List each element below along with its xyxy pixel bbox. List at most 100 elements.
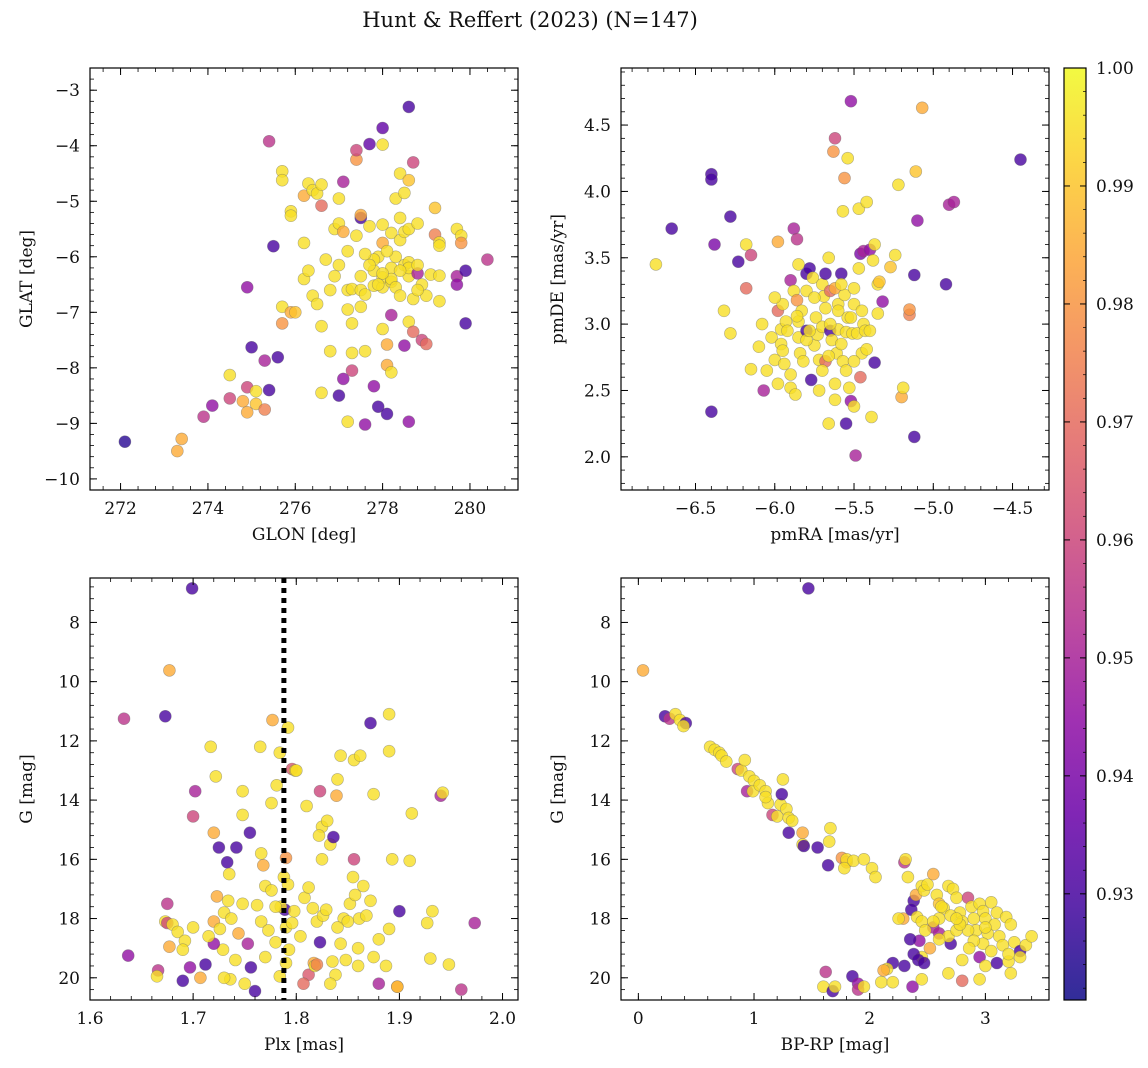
data-point <box>834 337 848 351</box>
data-point <box>262 383 276 397</box>
data-point <box>777 357 791 371</box>
data-point <box>947 195 961 209</box>
data-point <box>873 275 886 289</box>
data-point <box>270 778 284 792</box>
data-point <box>236 784 249 798</box>
y-tick-label: −10 <box>44 470 80 490</box>
data-point <box>442 958 456 971</box>
data-point <box>345 317 359 330</box>
data-point <box>955 974 969 988</box>
data-point <box>339 953 353 967</box>
data-point <box>258 403 272 416</box>
data-point <box>244 961 258 974</box>
data-point <box>789 388 802 401</box>
data-point <box>402 173 416 187</box>
y-tick-label: 12 <box>58 732 80 752</box>
x-tick-label: −5.5 <box>833 499 874 519</box>
data-point <box>828 393 842 407</box>
data-point <box>901 870 915 884</box>
data-point <box>865 410 878 424</box>
data-point <box>935 900 948 914</box>
axes-frame <box>620 577 1050 1001</box>
data-point <box>819 301 832 315</box>
data-point <box>815 364 829 377</box>
panel-glon-glat: 272 274 276 278 280 −10 −9 −8 −7 −6 −5 −4 −3 GLON [de… <box>17 67 519 545</box>
data-point <box>847 354 861 368</box>
data-point <box>950 912 963 925</box>
data-point <box>221 894 235 908</box>
data-point <box>310 297 324 311</box>
data-point <box>323 977 337 991</box>
data-point <box>319 253 333 266</box>
data-point <box>284 209 298 222</box>
panel-plx-g: 1.6 1.7 1.8 1.9 2.0 8 10 12 14 16 18 20 Plx [mas] G [… <box>17 577 519 1055</box>
data-point <box>834 267 848 281</box>
data-point <box>118 435 132 449</box>
data-point <box>390 980 404 994</box>
data-point <box>336 225 350 239</box>
colorbar-tick-label: 0.95 <box>1096 649 1134 669</box>
data-point <box>665 222 679 235</box>
data-point <box>306 901 320 915</box>
data-point <box>310 958 324 971</box>
data-point <box>823 317 837 331</box>
data-point <box>790 293 804 307</box>
data-point <box>315 852 329 866</box>
data-point <box>379 959 393 973</box>
data-point <box>232 927 245 940</box>
data-point <box>351 941 365 955</box>
data-point <box>828 980 842 994</box>
data-point <box>334 749 347 763</box>
data-point <box>161 897 174 911</box>
data-point <box>348 888 362 902</box>
data-point <box>197 410 210 424</box>
data-point <box>787 222 801 235</box>
data-point <box>932 932 946 946</box>
data-point <box>855 304 869 318</box>
data-point <box>1013 950 1027 964</box>
data-point <box>363 258 376 272</box>
data-point <box>841 151 855 165</box>
y-tick-label: 10 <box>58 673 80 693</box>
y-tick-label: 4.5 <box>584 116 611 136</box>
data-point <box>176 974 190 988</box>
data-point <box>241 937 255 951</box>
data-point <box>984 895 998 909</box>
data-point <box>393 264 407 278</box>
y-tick-label: 3.5 <box>584 249 611 269</box>
data-point <box>258 354 272 367</box>
data-point <box>433 239 446 252</box>
data-point <box>824 821 837 835</box>
y-tick-label: 2.0 <box>584 448 611 468</box>
data-point <box>759 790 772 804</box>
data-point <box>376 138 389 151</box>
y-tick-label: 10 <box>589 673 611 693</box>
data-point <box>380 338 394 351</box>
data-point <box>923 941 937 955</box>
data-point <box>847 281 861 295</box>
data-point <box>269 935 282 949</box>
data-point <box>863 324 877 338</box>
y-tick-label: 8 <box>600 613 611 633</box>
data-point <box>708 238 721 251</box>
data-point <box>117 712 131 726</box>
data-point <box>819 965 833 979</box>
data-point <box>847 400 861 413</box>
data-point <box>796 826 809 840</box>
data-point <box>312 829 326 842</box>
data-point <box>209 770 223 783</box>
data-point <box>828 132 842 145</box>
data-point <box>351 959 365 973</box>
data-point <box>376 121 389 135</box>
data-point <box>459 317 472 330</box>
data-point <box>822 251 836 265</box>
data-point <box>210 890 224 903</box>
x-tick-label: 3 <box>980 1009 991 1029</box>
data-point <box>380 244 394 258</box>
data-point <box>768 291 782 304</box>
data-point <box>411 217 424 230</box>
data-point <box>996 938 1010 952</box>
data-point <box>677 719 690 733</box>
data-point <box>302 264 315 278</box>
data-point <box>256 858 270 872</box>
